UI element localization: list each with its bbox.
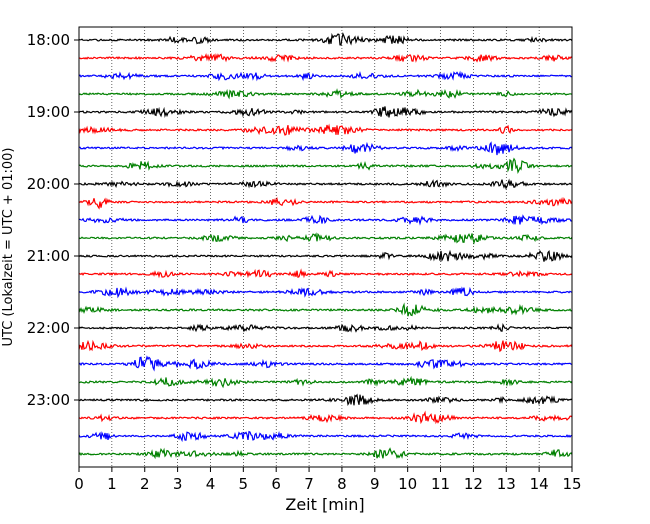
trace-row-8 xyxy=(78,178,573,190)
y-tick-label: 18:00 xyxy=(27,31,70,49)
y-axis-label: UTC (Lokalzeit = UTC + 01:00) xyxy=(1,148,16,347)
trace-row-13 xyxy=(78,268,573,279)
trace-row-4 xyxy=(78,106,573,118)
x-tick-label: 0 xyxy=(74,475,84,493)
trace-row-17 xyxy=(78,339,573,353)
trace-row-12 xyxy=(78,249,573,262)
y-tick-label: 22:00 xyxy=(27,319,70,337)
trace-row-10 xyxy=(78,214,573,226)
y-tick-label: 23:00 xyxy=(27,391,70,409)
x-tick-label: 8 xyxy=(337,475,347,493)
y-tick-label: 21:00 xyxy=(27,247,70,265)
trace-row-9 xyxy=(78,196,573,210)
y-tick-label: 20:00 xyxy=(27,175,70,193)
x-tick-label: 7 xyxy=(304,475,314,493)
y-axis-ticks: 18:00 19:00 20:00 21:00 22:00 23:00 xyxy=(27,31,79,409)
x-tick-label: 2 xyxy=(140,475,150,493)
trace-row-5 xyxy=(78,123,573,136)
trace-row-7 xyxy=(78,157,573,175)
x-tick-label: 11 xyxy=(431,475,450,493)
trace-row-19 xyxy=(78,375,573,389)
x-axis-label: Zeit [min] xyxy=(285,495,364,514)
x-tick-label: 13 xyxy=(497,475,516,493)
x-tick-label: 14 xyxy=(530,475,549,493)
trace-row-14 xyxy=(78,286,573,299)
y-tick-label: 19:00 xyxy=(27,103,70,121)
x-tick-label: 3 xyxy=(173,475,183,493)
x-tick-label: 6 xyxy=(271,475,281,493)
trace-row-2 xyxy=(78,70,573,82)
trace-row-15 xyxy=(78,302,573,317)
trace-rows xyxy=(78,32,573,460)
trace-row-21 xyxy=(78,410,573,425)
trace-row-16 xyxy=(78,322,573,333)
x-tick-label: 5 xyxy=(239,475,249,493)
x-tick-label: 1 xyxy=(107,475,117,493)
x-tick-label: 9 xyxy=(370,475,380,493)
x-tick-label: 15 xyxy=(562,475,581,493)
trace-row-6 xyxy=(78,141,573,156)
x-tick-label: 4 xyxy=(206,475,216,493)
trace-row-23 xyxy=(78,447,573,460)
plot-frame xyxy=(78,26,573,468)
trace-row-3 xyxy=(78,88,573,100)
x-tick-label: 12 xyxy=(464,475,483,493)
trace-row-0 xyxy=(78,32,573,46)
x-tick-label: 10 xyxy=(398,475,417,493)
trace-row-20 xyxy=(78,393,573,407)
x-axis-ticks: 0 1 2 3 4 5 6 7 8 9 10 11 12 13 14 15 xyxy=(74,467,582,493)
trace-row-11 xyxy=(78,232,573,245)
trace-row-18 xyxy=(78,355,573,372)
trace-row-1 xyxy=(78,52,573,63)
trace-row-22 xyxy=(78,430,573,443)
